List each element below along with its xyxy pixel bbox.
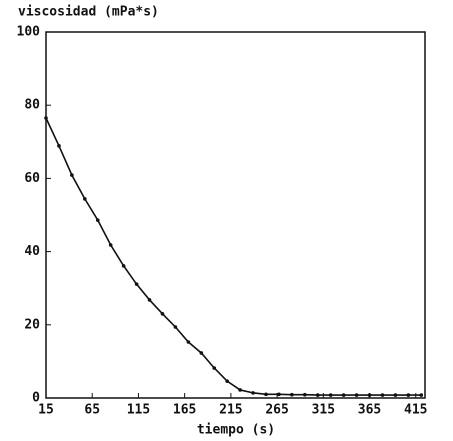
- data-point: [186, 340, 191, 344]
- y-tick-label: 20: [24, 317, 40, 332]
- data-point: [147, 298, 152, 302]
- data-point: [393, 393, 398, 397]
- x-tick-label: 365: [358, 403, 381, 418]
- data-point: [406, 393, 411, 397]
- data-point: [303, 392, 307, 397]
- data-point: [199, 351, 204, 355]
- data-point: [277, 392, 281, 397]
- x-axis-label: tiempo (s): [197, 423, 275, 438]
- data-point: [290, 392, 294, 397]
- plot-frame: [45, 31, 426, 399]
- y-tick-label: 0: [32, 391, 40, 406]
- data-point: [83, 197, 87, 201]
- x-tick-label: 265: [265, 403, 288, 418]
- data-point: [251, 391, 255, 395]
- data-point: [57, 144, 61, 148]
- y-tick-label: 100: [17, 25, 41, 40]
- data-point: [173, 325, 178, 329]
- data-point: [238, 388, 242, 392]
- data-point: [108, 243, 113, 247]
- data-point: [328, 393, 333, 397]
- data-point: [341, 393, 346, 397]
- data-point: [70, 173, 74, 177]
- x-tick-label: 315: [312, 403, 335, 418]
- y-tick-label: 40: [24, 244, 40, 259]
- data-line: [45, 117, 422, 396]
- data-point: [160, 312, 165, 316]
- data-point: [95, 218, 100, 222]
- x-tick-label: 15: [38, 403, 54, 418]
- data-point: [225, 379, 229, 383]
- data-point: [44, 116, 48, 120]
- x-tick-label: 165: [173, 403, 196, 418]
- data-point: [121, 264, 126, 268]
- y-tick-label: 80: [24, 98, 40, 113]
- data-point: [264, 392, 268, 397]
- data-point: [134, 282, 139, 286]
- data-point: [380, 393, 385, 397]
- data-point: [354, 393, 359, 397]
- x-tick-label: 65: [84, 403, 100, 418]
- y-axis-label: viscosidad (mPa*s): [18, 5, 159, 20]
- y-tick-label: 60: [24, 171, 40, 186]
- x-tick-label: 215: [219, 403, 242, 418]
- data-point: [367, 393, 372, 397]
- data-point: [212, 366, 217, 370]
- x-tick-label: 115: [127, 403, 150, 418]
- x-tick-label: 415: [404, 403, 427, 418]
- data-point: [419, 393, 424, 397]
- data-point: [315, 393, 320, 397]
